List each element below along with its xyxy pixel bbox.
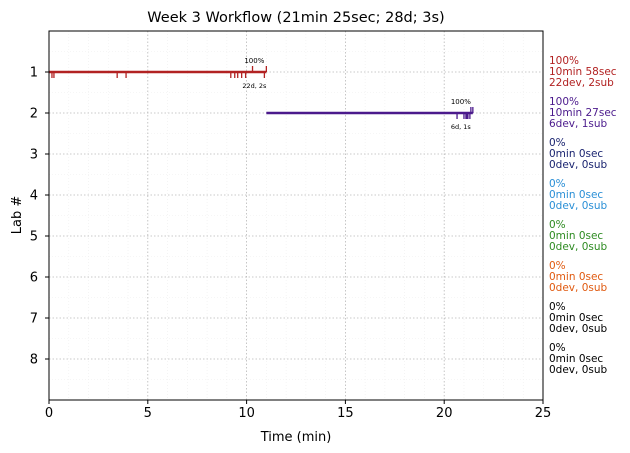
x-tick-label: 25 [535,406,552,421]
lab-1-side-pct: 100% [549,55,579,67]
lab-8-side-time: 0min 0sec [549,353,603,365]
y-tick-label: 2 [30,107,38,122]
lab-7-side-counts: 0dev, 0sub [549,323,608,335]
lab-1-end-sublabel: 22d, 2s [242,82,267,90]
minor-grid [49,31,543,400]
lab-6-side-time: 0min 0sec [549,271,603,283]
x-tick-label: 15 [337,406,354,421]
lab-3-side-pct: 0% [549,137,566,149]
lab-3-side-time: 0min 0sec [549,148,603,160]
lab-7-side-time: 0min 0sec [549,312,603,324]
lab-4-side-pct: 0% [549,178,566,190]
lab-6-side-pct: 0% [549,260,566,272]
lab-7-side-pct: 0% [549,301,566,313]
y-tick-label: 6 [30,271,38,286]
lab-6-side-counts: 0dev, 0sub [549,282,608,294]
lab-1-end-label: 100% [244,57,264,65]
lab-3-side-counts: 0dev, 0sub [549,159,608,171]
lab-5-side-pct: 0% [549,219,566,231]
x-tick-label: 0 [45,406,53,421]
x-tick-label: 20 [436,406,453,421]
y-tick-label: 1 [30,66,38,81]
y-axis-label: Lab # [10,196,25,235]
y-tick-label: 8 [30,353,38,368]
x-axis-label: Time (min) [260,430,332,445]
series-layer: 100% 22d, 2s 100% 6d, 1s [49,57,474,131]
lab-8-side-counts: 0dev, 0sub [549,364,608,376]
lab-2-side-pct: 100% [549,96,579,108]
plot-frame [48,30,544,401]
lab-2-side-counts: 6dev, 1sub [549,118,608,130]
lab-2-end-sublabel: 6d, 1s [451,123,472,131]
y-tick-label: 5 [30,230,38,245]
lab-5-side-time: 0min 0sec [549,230,603,242]
lab-4-side-counts: 0dev, 0sub [549,200,608,212]
lab-4-side-time: 0min 0sec [549,189,603,201]
y-axis: 1 2 3 4 5 6 7 8 [30,66,49,368]
y-tick-label: 7 [30,312,38,327]
lab-1-side-time: 10min 58sec [549,66,617,78]
lab-8-side-pct: 0% [549,342,566,354]
chart-title: Week 3 Workflow (21min 25sec; 28d; 3s) [147,10,444,26]
lab-1-side-counts: 22dev, 2sub [549,77,614,89]
y-tick-label: 3 [30,148,38,163]
plot-area: 100% 22d, 2s 100% 6d, 1s [48,30,544,401]
x-tick-label: 10 [238,406,255,421]
lab-5-side-counts: 0dev, 0sub [549,241,608,253]
lab-2-end-label: 100% [451,98,471,106]
y-tick-label: 4 [30,189,38,204]
lab-2-side-time: 10min 27sec [549,107,617,119]
x-axis: 0 5 10 15 20 25 [45,400,551,421]
x-tick-label: 5 [144,406,152,421]
